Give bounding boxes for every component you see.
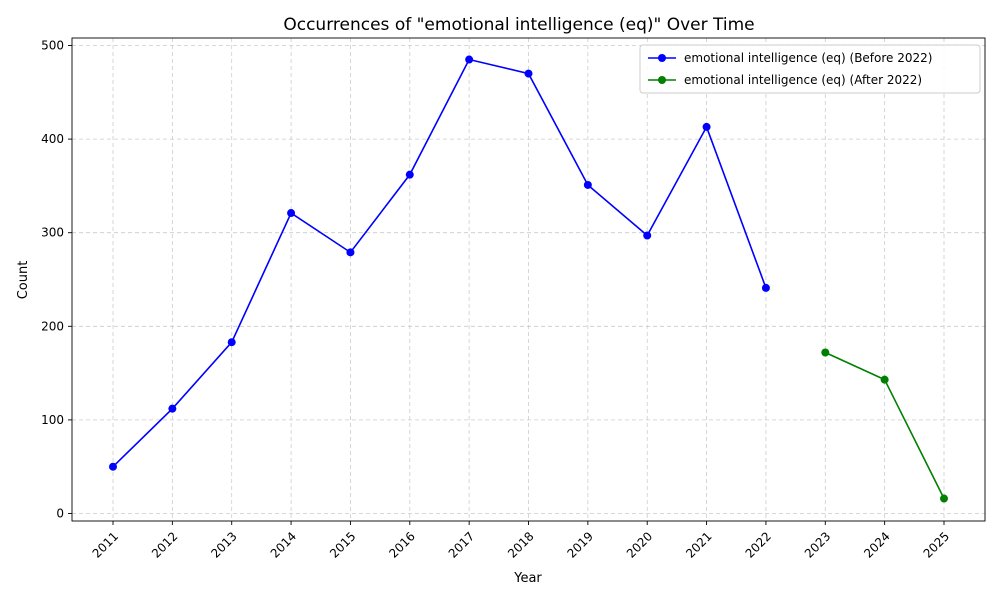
legend-marker-before [658,54,666,62]
data-point [405,170,414,179]
x-axis-title: Year [513,571,542,586]
data-point [346,248,355,257]
y-tick-label: 100 [41,413,64,427]
y-axis: 0 100 200 300 400 500 [41,38,72,521]
series-line-0 [112,58,767,468]
grid [72,38,985,521]
data-point [524,69,533,78]
y-tick-label: 300 [41,226,64,240]
data-point [940,494,948,503]
data-point [702,122,711,131]
legend-marker-after [658,76,666,84]
y-tick-label: 500 [41,38,64,52]
data-point [821,348,830,357]
y-axis-title: Count [16,261,31,300]
data-point [583,180,592,189]
y-tick-label: 400 [41,132,64,146]
legend-label-before: emotional intelligence (eq) (Before 2022… [684,51,932,65]
data-point [168,404,177,413]
legend-label-after: emotional intelligence (eq) (After 2022) [684,73,922,87]
legend: emotional intelligence (eq) (Before 2022… [639,44,981,94]
data-point [880,375,889,384]
legend-box [639,44,981,94]
series-layer [109,55,948,503]
y-tick-label: 200 [41,319,64,333]
data-point [465,55,474,64]
data-point [643,231,652,240]
data-point [761,283,770,292]
chart-title: Occurrences of "emotional intelligence (… [283,15,754,35]
data-point [109,462,117,471]
y-tick-label: 0 [56,507,64,521]
data-point [227,338,236,347]
data-point [287,209,296,218]
